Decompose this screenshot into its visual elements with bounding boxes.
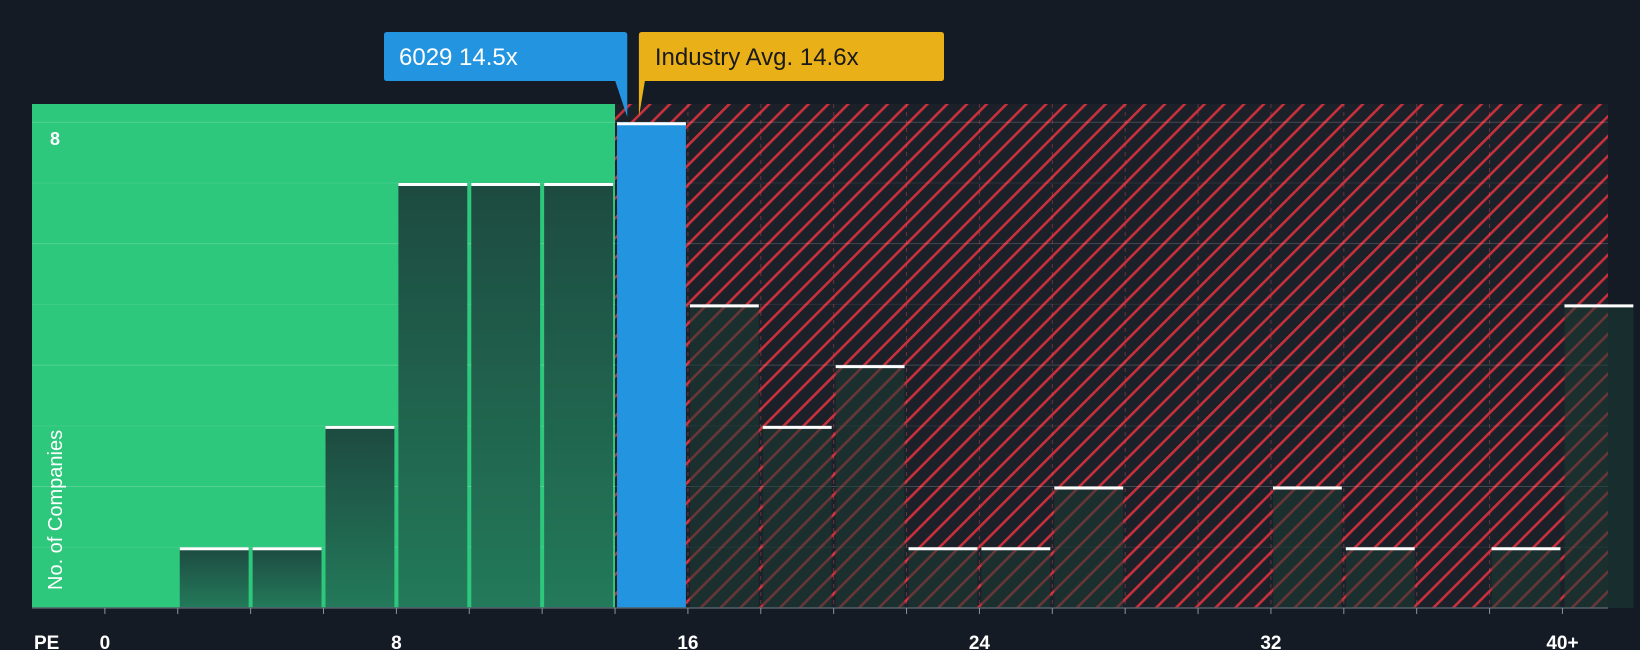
histogram-bar bbox=[981, 547, 1051, 608]
histogram-bar bbox=[1564, 304, 1634, 608]
x-tick-label: 8 bbox=[391, 633, 402, 650]
industry-callout-label: Industry Avg. 14.6x bbox=[655, 44, 859, 71]
histogram-bar bbox=[689, 304, 759, 608]
histogram-bar bbox=[1345, 547, 1415, 608]
company-callout-box bbox=[384, 32, 628, 117]
x-tick-label: 0 bbox=[100, 633, 111, 650]
histogram-bar bbox=[908, 547, 978, 608]
x-axis-label: PE bbox=[34, 633, 59, 650]
x-tick-label: 24 bbox=[969, 633, 991, 650]
x-tick-label: 16 bbox=[677, 633, 698, 650]
x-tick-label: 32 bbox=[1260, 633, 1281, 650]
histogram-bar bbox=[835, 365, 905, 608]
histogram-bar bbox=[398, 182, 468, 608]
value-callouts: 6029 14.5x Industry Avg. 14.6x bbox=[384, 32, 944, 117]
histogram-bars bbox=[179, 122, 1634, 609]
histogram-bar bbox=[762, 425, 832, 608]
histogram-bar bbox=[1491, 547, 1561, 608]
x-tick-label: 40+ bbox=[1546, 633, 1578, 650]
x-axis: 0 8 16 24 32 40+ PE bbox=[32, 607, 1608, 650]
histogram-bar bbox=[544, 182, 614, 608]
y-axis-label: No. of Companies bbox=[45, 430, 67, 590]
company-bar bbox=[617, 122, 686, 609]
histogram-bar bbox=[252, 547, 322, 608]
company-callout-label: 6029 14.5x bbox=[399, 44, 518, 71]
histogram-bar bbox=[1054, 486, 1124, 608]
y-tick-label: 8 bbox=[50, 129, 60, 149]
industry-callout-box bbox=[638, 32, 944, 117]
histogram-bar bbox=[471, 182, 541, 608]
histogram-bar bbox=[325, 425, 395, 608]
histogram-bar bbox=[1272, 486, 1342, 608]
y-axis: 8 No. of Companies bbox=[45, 129, 67, 590]
histogram-bar bbox=[179, 547, 249, 608]
